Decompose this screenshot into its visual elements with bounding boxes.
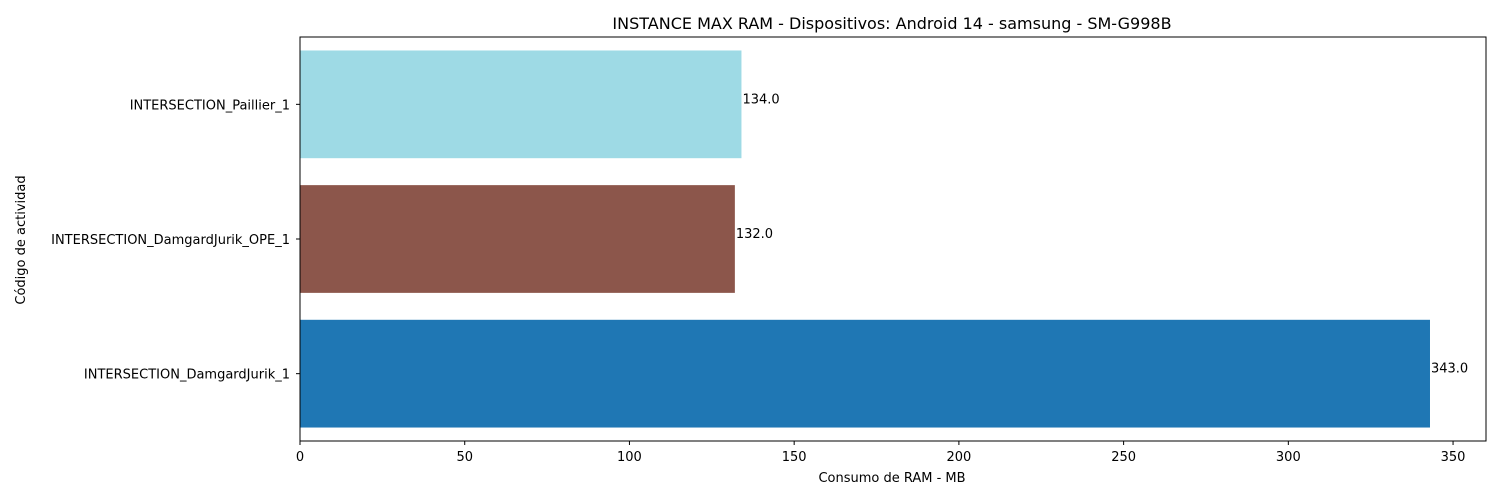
x-tick-label: 200: [946, 450, 971, 465]
y-axis-label: Código de actividad: [14, 175, 29, 304]
bar-INTERSECTION_DamgardJurik_OPE_1: [300, 185, 735, 293]
bar-INTERSECTION_Paillier_1: [300, 50, 742, 159]
y-tick-label: INTERSECTION_DamgardJurik_OPE_1: [51, 233, 290, 248]
bar-INTERSECTION_DamgardJurik_1: [300, 319, 1430, 428]
x-tick-label: 300: [1276, 450, 1301, 465]
x-tick-label: 150: [782, 450, 807, 465]
x-tick-label: 0: [296, 450, 304, 465]
plot-frame: [299, 36, 1487, 442]
y-tick-label: INTERSECTION_DamgardJurik_1: [84, 368, 290, 383]
x-tick-label: 100: [617, 450, 642, 465]
data-label-INTERSECTION_DamgardJurik_OPE_1: 132.0: [736, 227, 773, 242]
x-axis-label: Consumo de RAM - MB: [818, 471, 965, 486]
y-tick-label: INTERSECTION_Paillier_1: [130, 98, 290, 113]
data-label-INTERSECTION_DamgardJurik_1: 343.0: [1431, 362, 1468, 377]
x-tick-label: 50: [456, 450, 473, 465]
chart-title: INSTANCE MAX RAM - Dispositivos: Android…: [612, 14, 1171, 33]
x-tick-label: 250: [1111, 450, 1136, 465]
data-label-INTERSECTION_Paillier_1: 134.0: [742, 92, 779, 107]
x-tick-label: 350: [1441, 450, 1466, 465]
